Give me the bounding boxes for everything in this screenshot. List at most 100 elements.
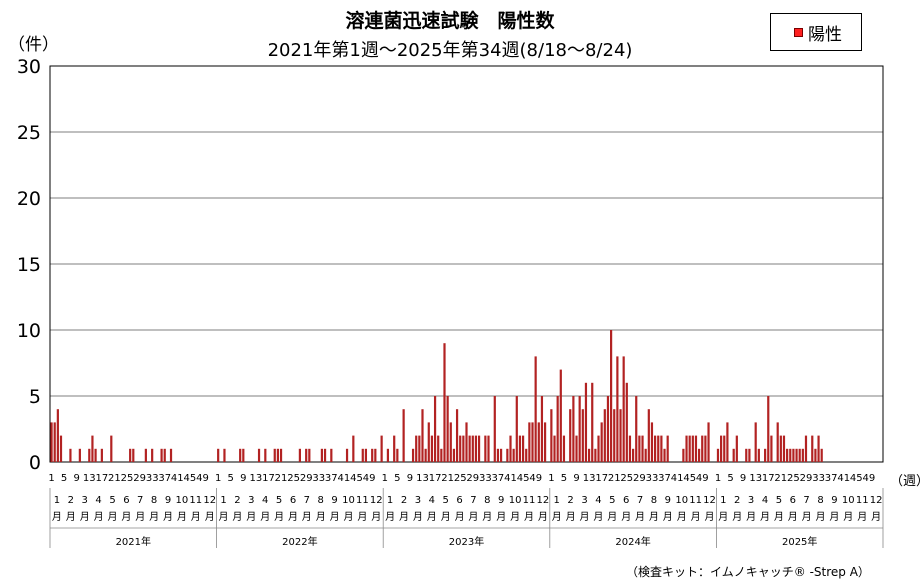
x-month-number: 9 xyxy=(331,495,337,506)
bar xyxy=(94,448,97,462)
legend-label: 陽性 xyxy=(808,24,842,45)
chart-subtitle: 2021年第1週～2025年第34週(8/18～8/24) xyxy=(267,40,633,61)
x-week-tick-label: 13 xyxy=(749,473,762,484)
bar xyxy=(386,448,390,462)
x-week-tick-label: 21 xyxy=(608,473,621,484)
legend: 陽性 xyxy=(770,13,862,51)
bar xyxy=(792,448,795,462)
x-month-suffix: 月 xyxy=(663,511,673,523)
bar xyxy=(814,448,817,462)
bar xyxy=(56,409,59,462)
bar xyxy=(257,448,261,462)
x-month-number: 1 xyxy=(554,495,560,506)
x-month-number: 9 xyxy=(665,495,671,506)
bar xyxy=(628,435,632,462)
x-month-number: 9 xyxy=(831,495,837,506)
x-month-suffix: 月 xyxy=(455,511,465,523)
bar xyxy=(415,435,418,462)
bar xyxy=(496,448,500,462)
x-month-suffix: 月 xyxy=(816,511,826,523)
bar xyxy=(578,396,581,462)
x-month-suffix: 月 xyxy=(94,511,104,523)
bar xyxy=(499,448,503,462)
bar xyxy=(528,422,531,462)
bar xyxy=(694,435,698,462)
x-month-suffix: 月 xyxy=(246,511,256,523)
bar xyxy=(647,409,650,462)
bar xyxy=(748,448,751,462)
bar xyxy=(543,422,547,462)
bar xyxy=(562,435,566,462)
x-month-number: 11 xyxy=(689,495,702,506)
x-month-suffix: 月 xyxy=(302,511,312,523)
x-month-number: 7 xyxy=(803,495,809,506)
x-week-tick-label: 45 xyxy=(683,473,696,484)
bar xyxy=(443,343,446,462)
x-month-suffix: 月 xyxy=(66,511,76,523)
x-month-number: 2 xyxy=(401,495,407,506)
bar xyxy=(767,396,770,462)
x-week-tick-label: 1 xyxy=(548,473,554,484)
x-month-suffix: 月 xyxy=(566,511,576,523)
bar xyxy=(320,448,323,462)
bar xyxy=(632,448,635,462)
bar xyxy=(402,409,405,462)
x-month-number: 4 xyxy=(262,495,268,506)
bar xyxy=(424,448,427,462)
bar xyxy=(361,448,364,462)
x-week-tick-label: 1 xyxy=(382,473,388,484)
x-month-number: 11 xyxy=(356,495,369,506)
x-month-suffix: 月 xyxy=(52,511,62,523)
bar xyxy=(553,435,556,462)
bar xyxy=(129,448,132,462)
bar xyxy=(88,448,91,462)
x-month-suffix: 月 xyxy=(191,511,201,523)
x-month-suffix: 月 xyxy=(593,511,603,523)
x-month-number: 9 xyxy=(165,495,171,506)
x-year-label: 2023年 xyxy=(449,535,484,548)
x-month-number: 6 xyxy=(456,495,462,506)
bar xyxy=(757,448,760,462)
x-month-suffix: 月 xyxy=(344,511,354,523)
bar xyxy=(452,448,456,462)
x-month-suffix: 月 xyxy=(857,511,867,523)
bar xyxy=(91,435,94,462)
x-week-tick-label: 9 xyxy=(407,473,413,484)
x-month-suffix: 月 xyxy=(427,511,437,523)
bar xyxy=(540,396,544,462)
bar xyxy=(795,448,798,462)
x-week-tick-label: 37 xyxy=(492,473,505,484)
x-week-tick-label: 49 xyxy=(196,473,209,484)
x-month-suffix: 月 xyxy=(274,511,284,523)
bar xyxy=(723,435,726,462)
x-month-number: 11 xyxy=(523,495,536,506)
x-month-number: 12 xyxy=(537,495,550,506)
bar xyxy=(798,448,801,462)
y-tick-label: 5 xyxy=(29,386,41,408)
bar xyxy=(804,435,808,462)
x-month-suffix: 月 xyxy=(80,511,90,523)
x-month-suffix: 月 xyxy=(219,511,229,523)
bar xyxy=(163,448,166,462)
x-week-tick-label: 45 xyxy=(517,473,530,484)
bar xyxy=(682,448,685,462)
x-month-number: 12 xyxy=(870,495,883,506)
x-month-suffix: 月 xyxy=(871,511,881,523)
bar xyxy=(625,382,628,462)
x-week-tick-label: 29 xyxy=(466,473,479,484)
x-month-number: 4 xyxy=(429,495,435,506)
bar xyxy=(666,435,669,462)
x-month-number: 6 xyxy=(290,495,296,506)
x-month-number: 1 xyxy=(720,495,726,506)
x-week-tick-label: 25 xyxy=(787,473,800,484)
x-month-suffix: 月 xyxy=(843,511,853,523)
x-month-number: 9 xyxy=(498,495,504,506)
bar xyxy=(144,448,147,462)
bar xyxy=(279,448,283,462)
bar xyxy=(581,409,584,462)
x-week-tick-label: 21 xyxy=(275,473,288,484)
x-week-tick-label: 5 xyxy=(561,473,567,484)
bar xyxy=(685,435,688,462)
x-month-suffix: 月 xyxy=(135,511,145,523)
x-month-number: 7 xyxy=(304,495,310,506)
